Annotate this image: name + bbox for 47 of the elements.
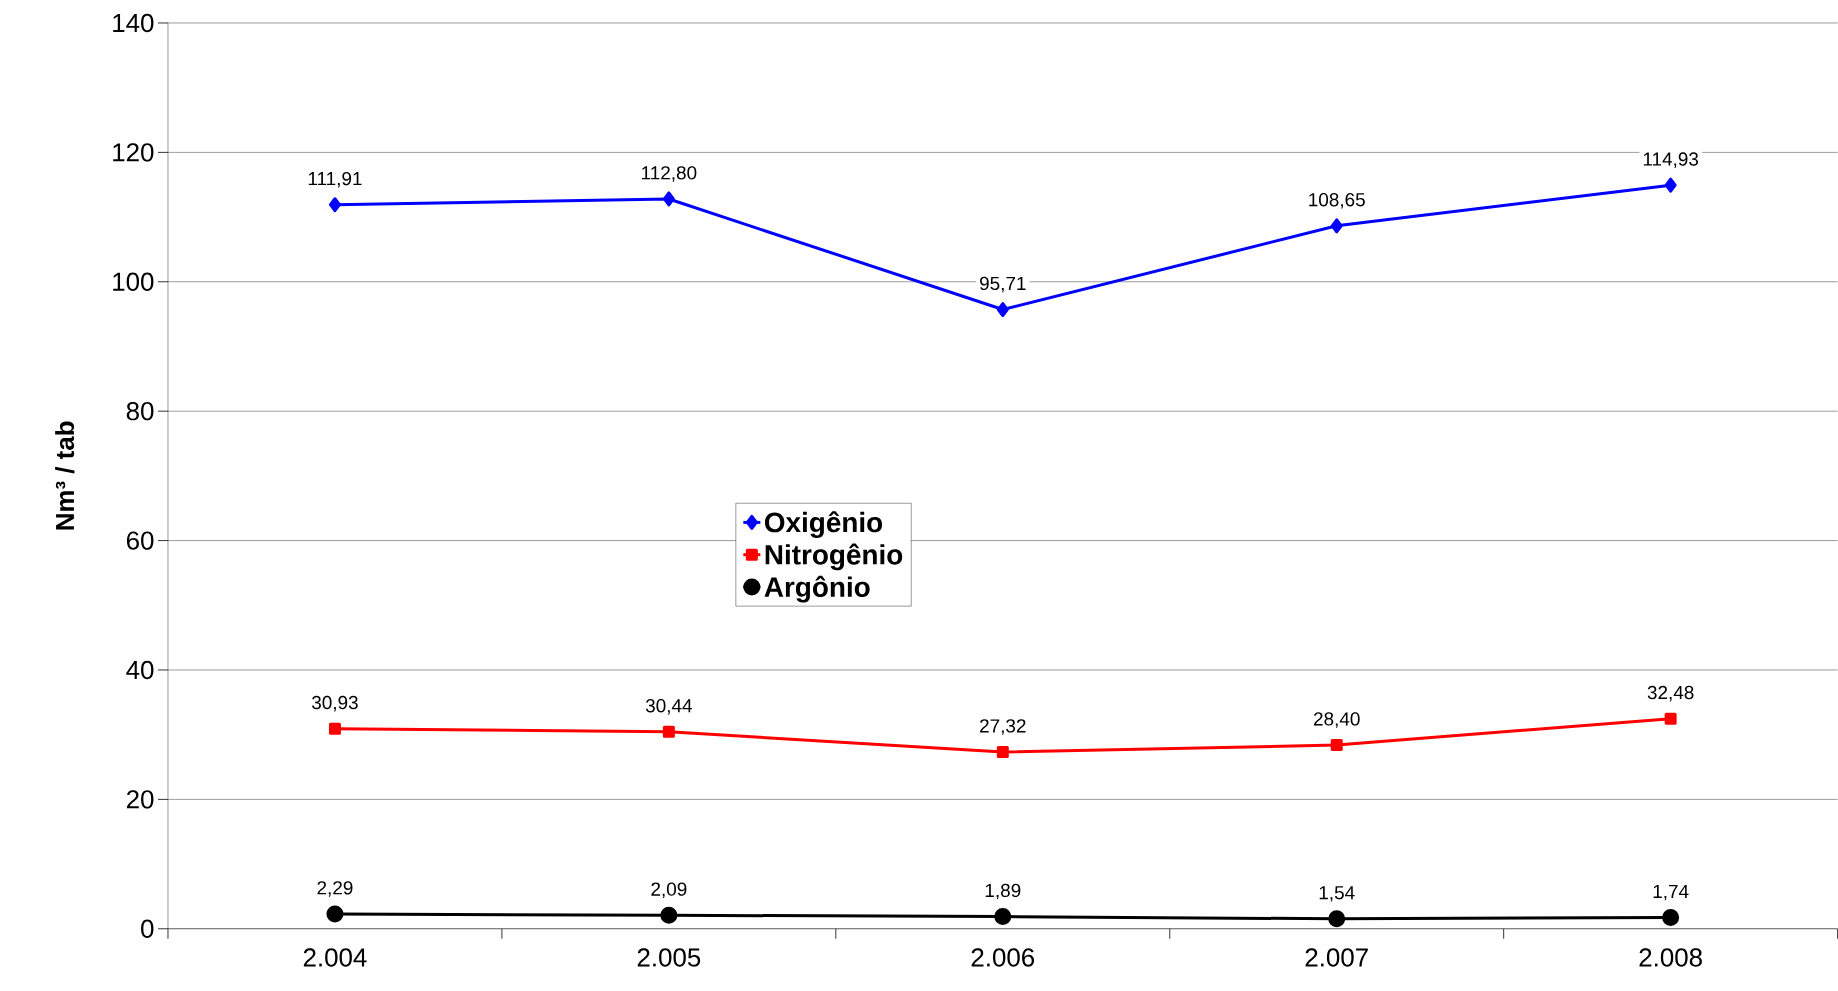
data-label: 32,48 xyxy=(1647,685,1694,702)
y-tick-label: 60 xyxy=(126,531,154,550)
legend-label: Oxigênio xyxy=(764,511,883,539)
x-tick-label: 2.007 xyxy=(1305,948,1368,967)
point xyxy=(1330,739,1343,752)
data-label: 1,89 xyxy=(985,883,1021,900)
x-tick-label: 2.008 xyxy=(1639,948,1702,967)
point xyxy=(1664,177,1677,193)
point xyxy=(1662,909,1680,927)
data-label: 30,44 xyxy=(645,699,692,715)
legend-label: Nitrogênio xyxy=(765,543,903,571)
point xyxy=(996,302,1009,318)
data-label: 27,32 xyxy=(980,719,1026,735)
point xyxy=(1328,910,1346,928)
y-tick-label: 0 xyxy=(141,919,154,939)
point xyxy=(1330,218,1343,234)
y-tick-label: 80 xyxy=(126,402,154,421)
data-label: 95,71 xyxy=(980,276,1026,293)
point xyxy=(996,746,1009,759)
y-tick-label: 100 xyxy=(113,272,154,292)
x-tick-label: 2.006 xyxy=(971,948,1035,967)
point xyxy=(662,725,675,738)
x-tick-label: 2.005 xyxy=(637,948,701,967)
y-tick-label: 120 xyxy=(113,143,154,162)
y-tick-label: 140 xyxy=(113,13,154,33)
data-label: 1,54 xyxy=(1319,886,1355,902)
data-label: 30,93 xyxy=(311,695,358,712)
y-tick-label: 40 xyxy=(126,660,154,680)
data-label: 1,74 xyxy=(1653,885,1689,901)
point xyxy=(662,191,675,207)
data-label: 2,09 xyxy=(651,882,687,899)
data-label: 28,40 xyxy=(1313,712,1360,728)
data-label: 112,80 xyxy=(642,166,697,182)
point xyxy=(1664,712,1677,725)
x-tick-label: 2.004 xyxy=(303,948,367,967)
data-label: 2,29 xyxy=(317,881,353,897)
data-label: 111,91 xyxy=(308,171,362,188)
y-axis-title: Nm³ / tab xyxy=(55,421,75,530)
y-tick-label: 20 xyxy=(126,790,154,809)
data-label: 114,93 xyxy=(1643,152,1699,169)
legend-label: Argônio xyxy=(764,575,870,603)
data-label: 108,65 xyxy=(1309,193,1365,209)
point xyxy=(328,722,341,735)
point xyxy=(328,197,341,213)
point xyxy=(994,908,1012,926)
point xyxy=(326,905,344,923)
point xyxy=(660,906,678,924)
